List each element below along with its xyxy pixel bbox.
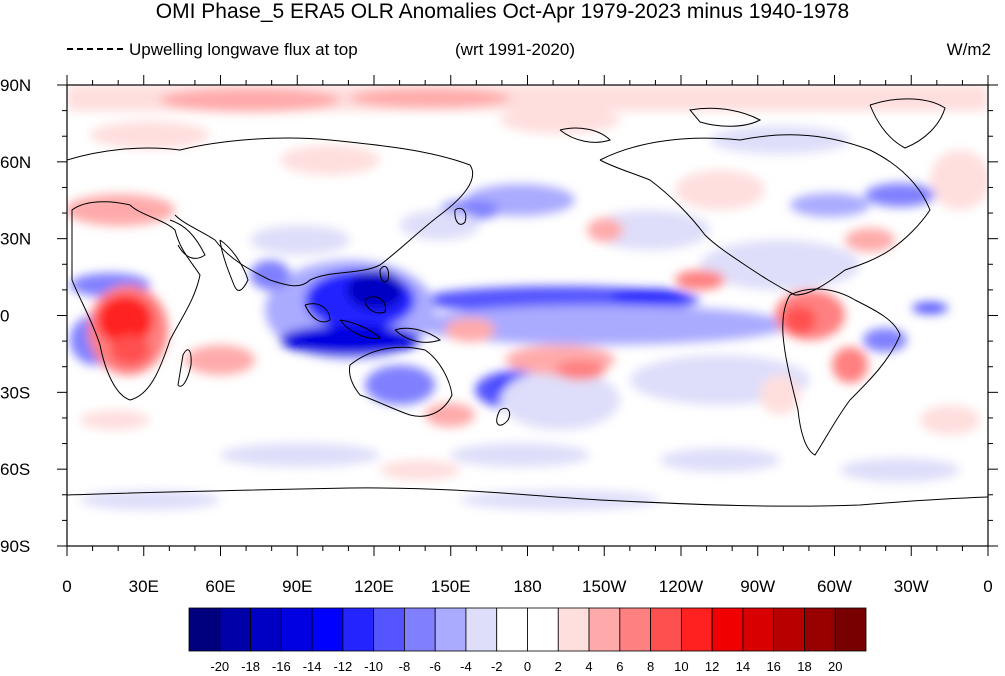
colorbar-label: 18 — [797, 659, 811, 674]
latitude-label: 60S — [0, 460, 30, 479]
colorbar-label: 12 — [705, 659, 719, 674]
units-label: W/m2 — [946, 40, 991, 59]
colorbar-label: 0 — [524, 659, 531, 674]
colorbar-label: -16 — [272, 659, 291, 674]
longitude-label: 150E — [431, 577, 471, 596]
colorbar-label: 6 — [616, 659, 623, 674]
anomaly-field — [67, 85, 988, 546]
latitude-label: 60N — [0, 153, 31, 172]
colorbar-label: -6 — [429, 659, 441, 674]
longitude-label: 60W — [817, 577, 852, 596]
colorbar-label: -4 — [460, 659, 472, 674]
flux-legend: Upwelling longwave flux at top — [67, 40, 358, 60]
longitude-label: 120W — [659, 577, 703, 596]
flux-legend-label: Upwelling longwave flux at top — [129, 40, 358, 59]
colorbar-swatch — [434, 607, 467, 652]
colorbar-swatch — [280, 607, 313, 652]
latitude-label: 0 — [0, 307, 9, 326]
longitude-label: 60E — [205, 577, 235, 596]
longitude-label: 90W — [740, 577, 775, 596]
dashed-line-icon — [67, 47, 123, 50]
colorbar-swatch — [834, 607, 867, 652]
reference-period: (wrt 1991-2020) — [455, 40, 576, 59]
longitude-labels: 0 30E 60E 90E 120E 150E 180 150W 120W 90W 60W 30W 0 — [62, 577, 992, 596]
colorbar-swatch — [404, 607, 436, 652]
colorbar-swatch — [311, 607, 344, 652]
longitude-label: 0 — [983, 577, 992, 596]
colorbar-swatch — [680, 607, 713, 652]
colorbar-label: -20 — [210, 659, 229, 674]
colorbar-label: 2 — [555, 659, 562, 674]
colorbar-swatch — [250, 607, 282, 652]
colorbar-swatch — [188, 607, 221, 652]
colorbar-swatch — [804, 607, 836, 652]
longitude-label: 150W — [582, 577, 626, 596]
colorbar-label: -10 — [364, 659, 383, 674]
longitude-label: 0 — [62, 577, 71, 596]
axis-ticks — [57, 75, 998, 556]
latitude-label: 30S — [0, 383, 30, 402]
colorbar-swatch — [219, 607, 251, 652]
colorbar-swatch — [711, 607, 744, 652]
latitude-label: 90N — [0, 76, 31, 95]
colorbar-label: 10 — [674, 659, 688, 674]
colorbar-label: 8 — [647, 659, 654, 674]
colorbar-label: -8 — [399, 659, 411, 674]
colorbar-label: -18 — [241, 659, 260, 674]
colorbar-swatch — [557, 607, 590, 652]
colorbar-swatch — [342, 607, 375, 652]
latitude-label: 90S — [0, 537, 30, 556]
colorbar-swatch — [496, 607, 528, 652]
latitude-labels: 90N 60N 30N 0 30S 60S 90S — [0, 76, 31, 556]
colorbar-labels: -20 -18 -16 -14 -12 -10 -8 -6 -4 -2 0 2 4 6 8 10 12 14 16 1… — [210, 659, 842, 674]
longitude-label: 90E — [282, 577, 312, 596]
colorbar-swatch — [742, 607, 775, 652]
colorbar-swatch — [527, 607, 559, 652]
colorbar-swatch — [465, 607, 498, 652]
colorbar-label: -14 — [303, 659, 322, 674]
colorbar-label: 14 — [736, 659, 750, 674]
colorbar-label: -2 — [491, 659, 503, 674]
latitude-label: 30N — [0, 230, 31, 249]
colorbar-label: 16 — [766, 659, 780, 674]
colorbar-label: 20 — [828, 659, 842, 674]
colorbar-swatch — [650, 607, 682, 652]
colorbar-label: -12 — [333, 659, 352, 674]
colorbar-swatch — [373, 607, 405, 652]
colorbar-swatch — [619, 607, 651, 652]
colorbar-label: 4 — [585, 659, 592, 674]
chart-title: OMI Phase_5 ERA5 OLR Anomalies Oct-Apr 1… — [155, 0, 850, 23]
colorbar — [188, 607, 867, 652]
longitude-label: 180 — [513, 577, 541, 596]
longitude-label: 120E — [354, 577, 394, 596]
colorbar-swatch — [773, 607, 805, 652]
coastlines — [67, 98, 988, 507]
colorbar-swatch — [588, 607, 621, 652]
longitude-label: 30W — [894, 577, 929, 596]
longitude-label: 30E — [129, 577, 159, 596]
